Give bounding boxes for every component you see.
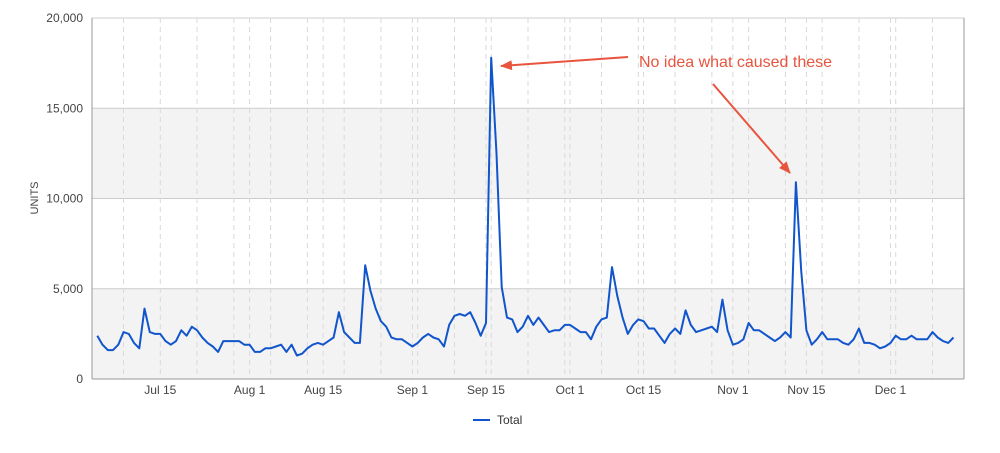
x-tick-label: Nov 1	[717, 383, 749, 397]
x-tick-label: Nov 15	[787, 383, 825, 397]
x-tick-label: Oct 1	[556, 383, 585, 397]
annotation-text: No idea what caused these	[639, 54, 832, 71]
annotation-arrow-left	[500, 56, 629, 71]
x-tick-label: Oct 15	[626, 383, 662, 397]
axes	[91, 18, 965, 380]
annotation-arrow-right	[712, 83, 791, 174]
x-tick-label: Sep 15	[467, 383, 505, 397]
x-tick-label: Sep 1	[397, 383, 429, 397]
x-tick-label: Aug 15	[304, 383, 342, 397]
y-tick-label: 20,000	[46, 11, 83, 25]
legend-label-total: Total	[497, 413, 522, 427]
x-tick-label: Dec 1	[875, 383, 907, 397]
y-tick-label: 10,000	[46, 192, 83, 206]
annotation-group: No idea what caused these	[500, 54, 832, 174]
x-tick-labels: Jul 15 Aug 1 Aug 15 Sep 1 Sep 15 Oct 1 Oct 15 N…	[144, 383, 906, 397]
y-axis-title: UNITS	[29, 182, 41, 215]
legend: Total	[473, 413, 522, 427]
x-tick-label: Aug 1	[234, 383, 266, 397]
series-layer	[96, 56, 955, 357]
y-tick-label: 0	[76, 372, 83, 386]
x-tick-label: Jul 15	[144, 383, 176, 397]
y-tick-label: 5,000	[53, 282, 83, 296]
series-line-total	[96, 56, 955, 357]
y-tick-label: 15,000	[46, 101, 83, 115]
y-tick-labels: 0 5,000 10,000 15,000 20,000	[46, 11, 83, 386]
